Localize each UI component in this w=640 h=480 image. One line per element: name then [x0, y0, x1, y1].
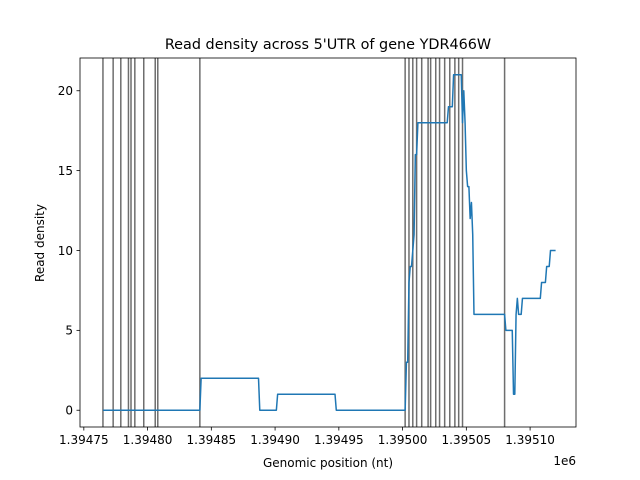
plot-frame	[79, 57, 577, 428]
y-axis-label: Read density	[33, 204, 47, 282]
y-tick-label: 10	[58, 244, 73, 258]
y-tick-label: 0	[65, 404, 73, 418]
y-tick-label: 20	[58, 84, 73, 98]
series-line	[102, 74, 556, 411]
chart-title: Read density across 5'UTR of gene YDR466…	[165, 37, 491, 53]
y-axis: 0 5 10 15 20	[58, 84, 80, 418]
series-layer	[102, 74, 556, 411]
x-tick-label: 1.39510	[505, 433, 555, 447]
x-tick-label: 1.39505	[442, 433, 492, 447]
y-tick-label: 15	[58, 164, 73, 178]
x-tick-label: 1.39500	[378, 433, 428, 447]
x-tick-label: 1.39490	[250, 433, 300, 447]
x-tick-label: 1.39495	[314, 433, 364, 447]
y-tick-label: 5	[65, 324, 73, 338]
x-axis-offset-label: 1e6	[553, 454, 576, 468]
x-tick-label: 1.39475	[59, 433, 109, 447]
x-axis-label: Genomic position (nt)	[263, 456, 393, 470]
x-axis: 1.39475 1.39480 1.39485 1.39490 1.39495 1.395…	[59, 427, 555, 447]
x-tick-label: 1.39485	[187, 433, 237, 447]
x-tick-label: 1.39480	[123, 433, 173, 447]
